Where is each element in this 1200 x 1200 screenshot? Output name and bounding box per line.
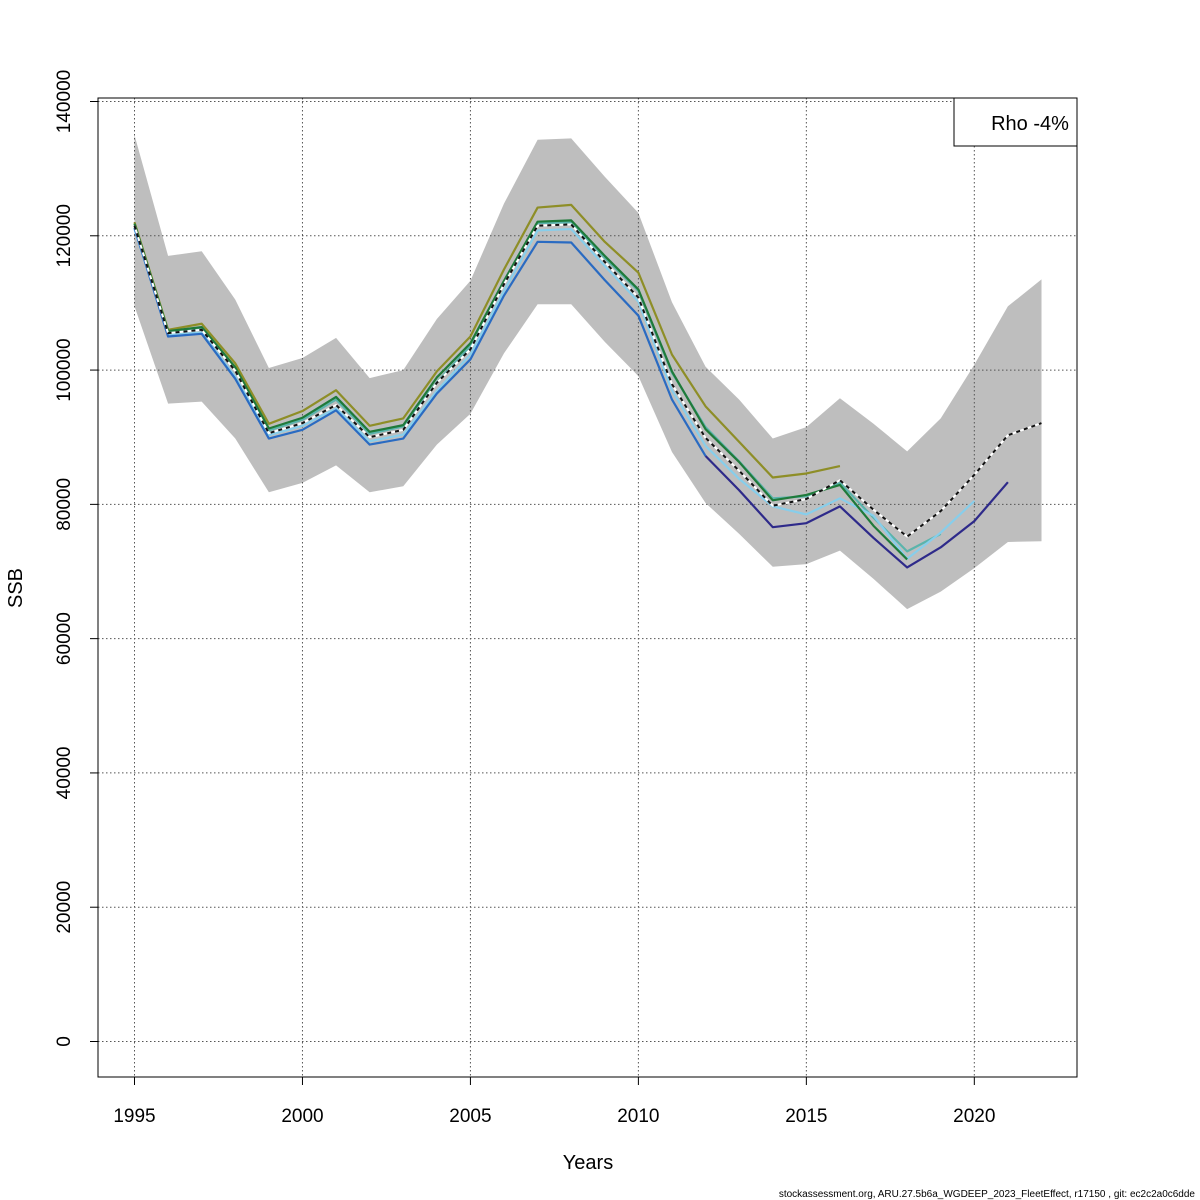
y-tick-label: 40000 — [54, 747, 75, 800]
y-tick-label: 100000 — [54, 338, 75, 401]
confidence-band — [134, 135, 1042, 610]
legend: Rho -4% — [953, 97, 1078, 147]
grid-layer — [98, 98, 1077, 1077]
plot-frame — [97, 97, 1078, 1078]
series-line — [133, 223, 1042, 538]
series-line — [133, 219, 908, 561]
x-tick-label: 2010 — [617, 1106, 659, 1127]
confidence-band-layer — [134, 135, 1042, 610]
legend-text: Rho -4% — [991, 113, 1069, 135]
series-line — [133, 227, 707, 457]
y-axis-title: SSB — [5, 568, 27, 608]
axis-layer: 1995 2000 2005 2010 2015 2020 0 20000 40000 60000… — [54, 70, 995, 1127]
series-layer — [133, 203, 1042, 569]
x-axis-title: Years — [563, 1152, 613, 1174]
y-tick-label: 140000 — [54, 70, 75, 133]
series-line — [704, 455, 1009, 569]
y-tick-label: 60000 — [54, 612, 75, 665]
x-tick-label: 2005 — [449, 1106, 491, 1127]
series-line — [133, 203, 841, 479]
y-tick-label: 80000 — [54, 478, 75, 531]
x-tick-label: 2000 — [281, 1106, 323, 1127]
footer-note: stockassessment.org, ARU.27.5b6a_WGDEEP_… — [779, 1189, 1196, 1200]
x-tick-label: 2015 — [785, 1106, 827, 1127]
x-tick-label: 1995 — [113, 1106, 155, 1127]
x-tick-label: 2020 — [953, 1106, 995, 1127]
y-tick-label: 20000 — [54, 881, 75, 934]
y-tick-label: 120000 — [54, 204, 75, 267]
y-tick-label: 0 — [54, 1036, 75, 1047]
legend-box — [953, 97, 1078, 147]
series-line — [133, 227, 976, 560]
